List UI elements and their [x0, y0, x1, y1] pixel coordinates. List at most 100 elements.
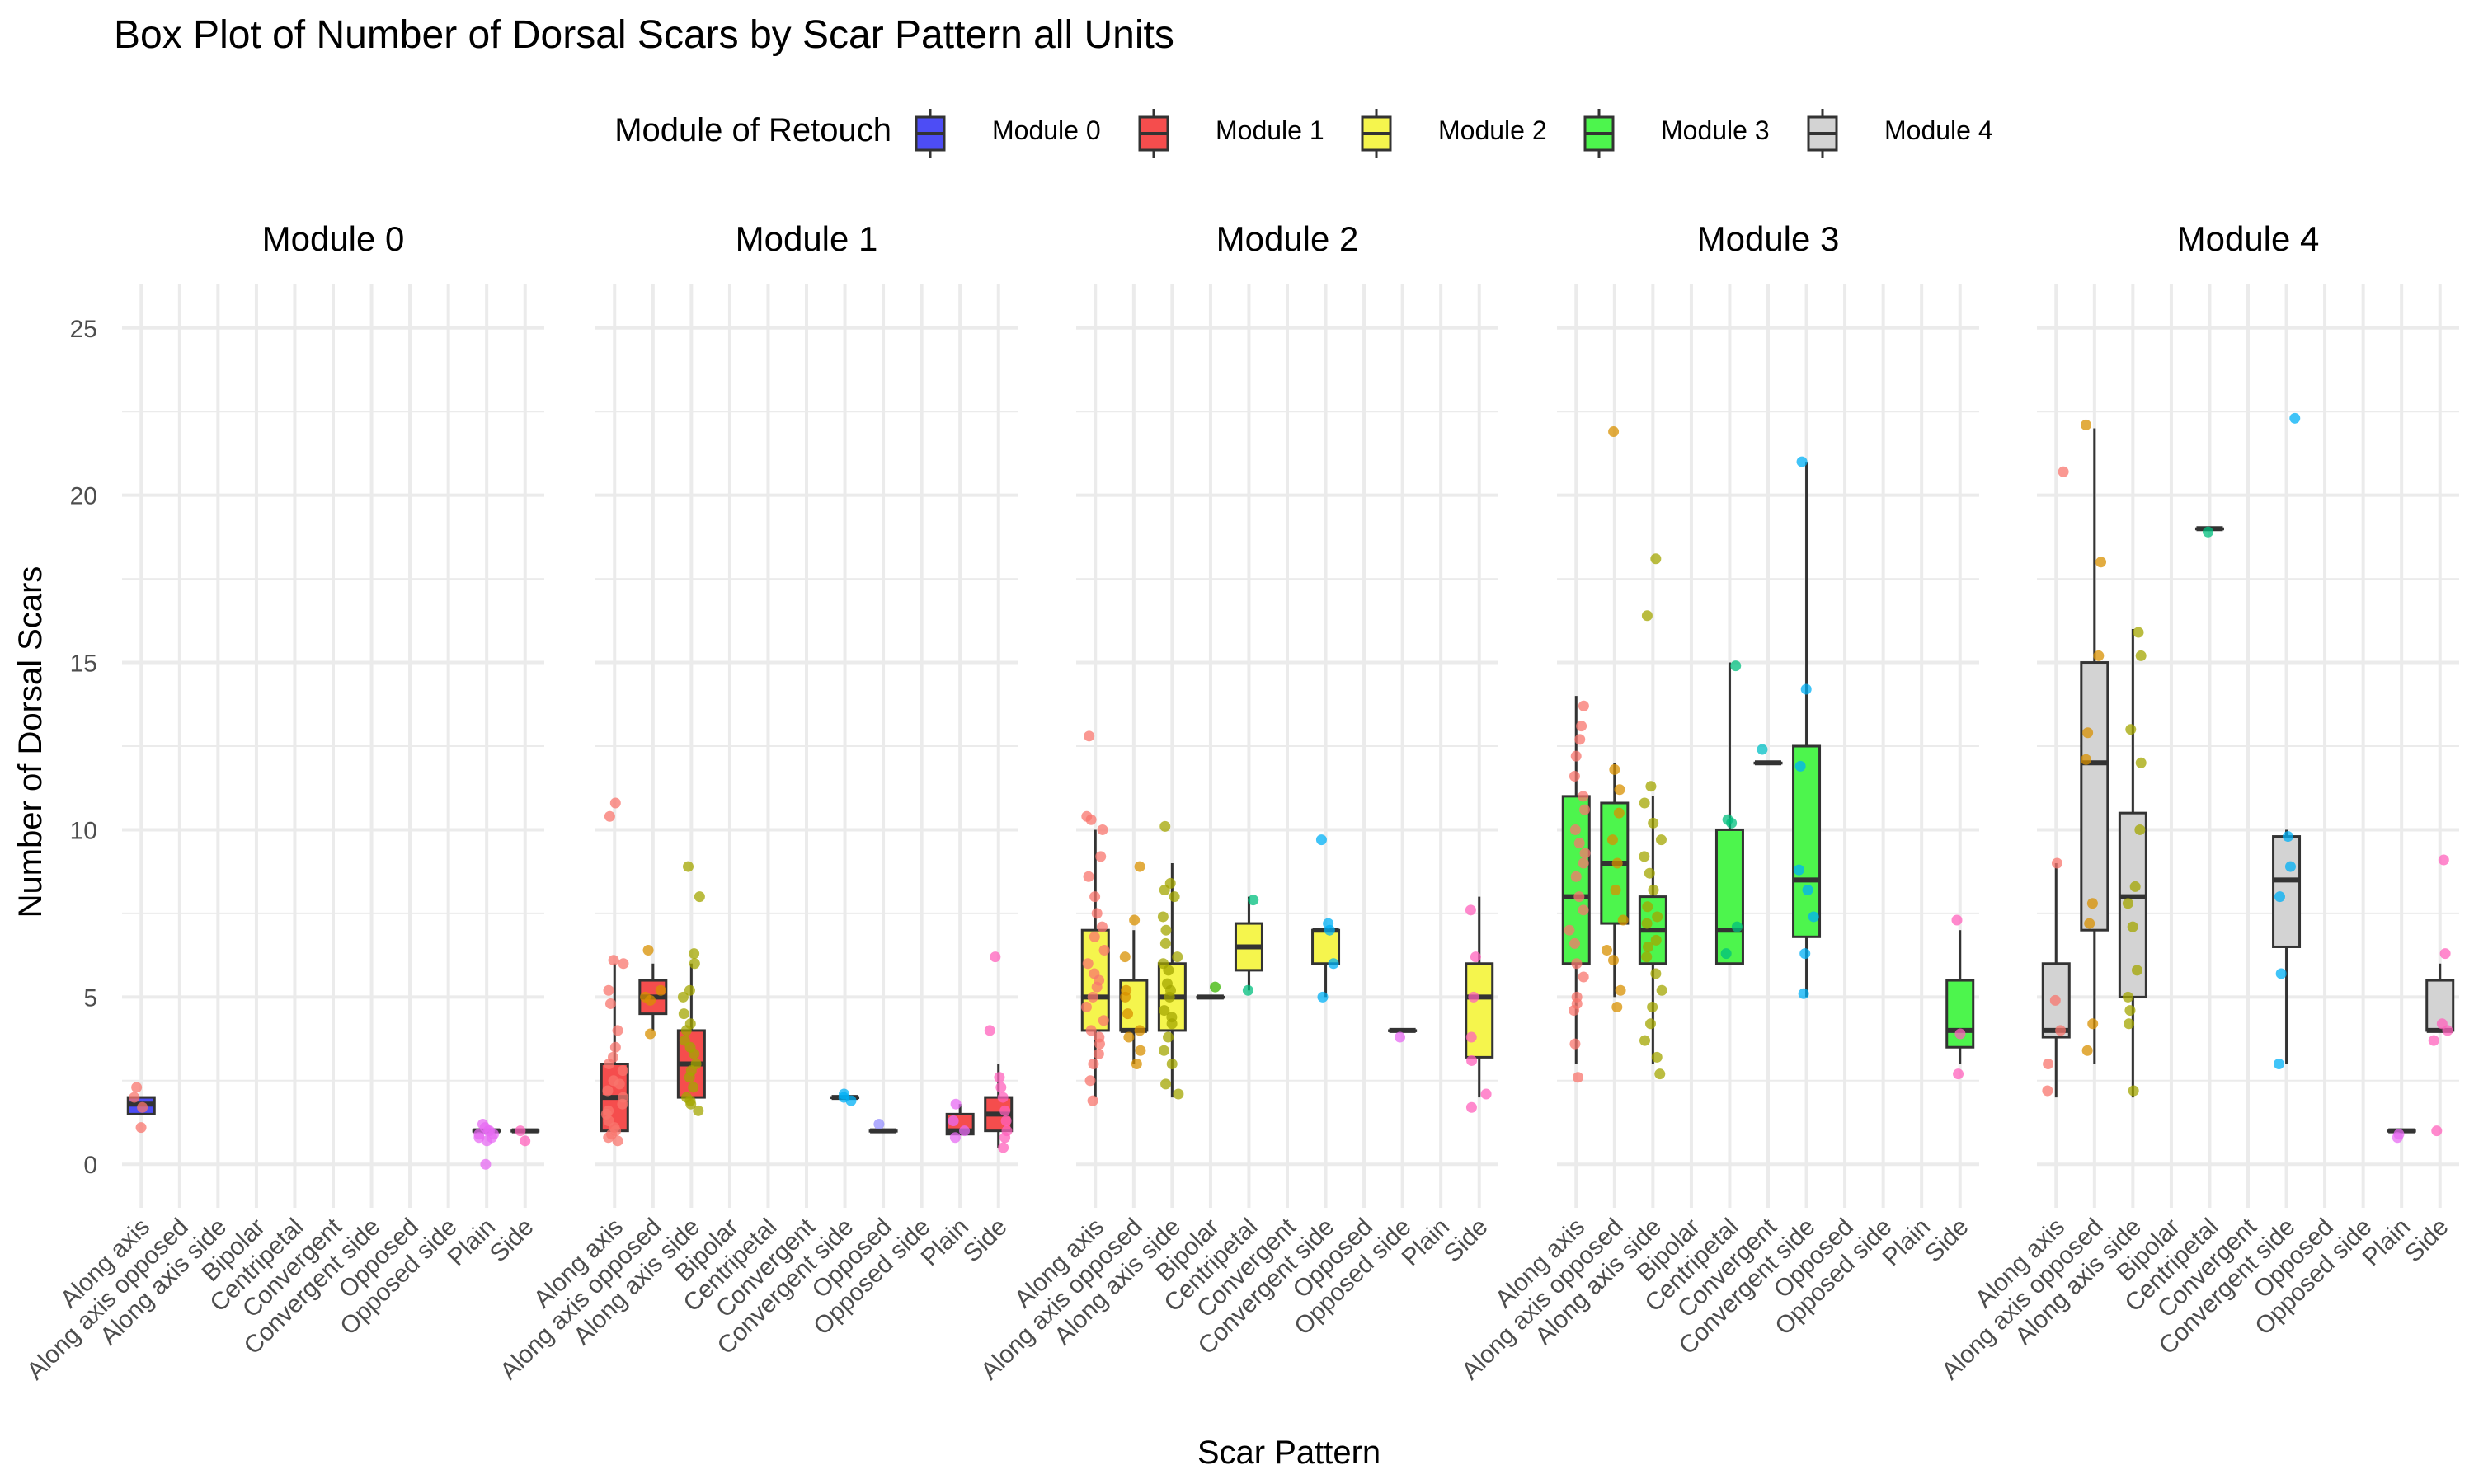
box-side [1945, 914, 1975, 1080]
data-point [1800, 683, 1812, 695]
legend-label: Module 0 [992, 115, 1101, 145]
data-point [998, 1142, 1009, 1153]
data-point [2082, 727, 2094, 739]
data-point [2135, 757, 2147, 768]
data-point [2128, 1085, 2139, 1097]
data-point [1642, 941, 1653, 952]
data-point [694, 891, 705, 903]
box-opposed [868, 1119, 898, 1134]
legend-label: Module 1 [1216, 115, 1324, 145]
data-point [1080, 1002, 1092, 1013]
data-point [2131, 965, 2142, 976]
data-point [2203, 526, 2214, 538]
box-along-axis-side [1157, 820, 1187, 1100]
data-point [1802, 884, 1813, 895]
data-point [1655, 834, 1667, 846]
data-point [1569, 771, 1580, 782]
box-iqr [2272, 835, 2302, 948]
data-point [2081, 1045, 2093, 1056]
box-plain [945, 1098, 975, 1144]
data-point [1173, 1088, 1184, 1100]
data-point [618, 958, 629, 970]
data-point [1091, 908, 1103, 919]
data-point [1085, 1025, 1097, 1036]
data-point [995, 1082, 1007, 1093]
data-point [1578, 791, 1589, 802]
data-point [617, 1065, 628, 1077]
data-point [1317, 991, 1329, 1003]
data-point [1576, 721, 1587, 732]
data-point [959, 1125, 971, 1137]
data-point [515, 1125, 526, 1137]
data-point [1730, 660, 1742, 672]
data-point [609, 1041, 621, 1053]
data-point [2127, 921, 2138, 932]
data-point [1601, 945, 1612, 956]
data-point [2043, 1059, 2054, 1070]
data-point [1468, 991, 1479, 1003]
data-point [1081, 810, 1093, 822]
data-point [2129, 881, 2141, 892]
box-convergent-side [830, 1088, 860, 1106]
data-point [1953, 1068, 1964, 1080]
data-point [609, 797, 621, 809]
data-point [999, 1105, 1011, 1116]
data-point [1159, 1045, 1170, 1056]
data-point [2122, 898, 2133, 909]
box-convergent-side [1792, 456, 1822, 999]
legend: Module 0 Module 1 Module 2 Module 3 Module 4 [915, 109, 1993, 158]
data-point [1573, 891, 1585, 903]
data-point [2284, 861, 2296, 872]
data-point [1096, 921, 1108, 932]
data-point [603, 1105, 614, 1116]
data-point [1574, 734, 1586, 745]
data-point [2431, 1125, 2443, 1137]
data-point [689, 948, 700, 960]
data-point [2393, 1129, 2405, 1140]
data-point [994, 1072, 1005, 1083]
data-point [2042, 1085, 2053, 1097]
box-plain [472, 1119, 501, 1170]
data-point [2124, 1018, 2135, 1030]
data-point [1571, 958, 1583, 970]
data-point [2093, 650, 2105, 661]
box-along-axis [1080, 730, 1110, 1106]
data-point [1579, 848, 1591, 859]
legend-item-module-2: Module 2 [1361, 109, 1547, 158]
y-tick-label: 20 [70, 483, 97, 510]
data-point [1122, 1008, 1134, 1020]
data-point [1094, 974, 1105, 986]
data-point [137, 1101, 148, 1113]
data-point [1569, 937, 1581, 949]
data-point [1611, 857, 1623, 869]
data-point [1796, 456, 1808, 467]
data-point [1131, 1059, 1142, 1070]
data-point [1001, 1125, 1013, 1137]
data-point [1158, 958, 1169, 970]
data-point [1614, 784, 1625, 796]
chart-title: Box Plot of Number of Dorsal Scars by Sc… [114, 13, 1174, 57]
box-along-axis-opposed [638, 945, 668, 1040]
data-point [1157, 911, 1169, 923]
data-point [1648, 884, 1659, 895]
data-point [1564, 924, 1575, 936]
data-point [1000, 1115, 1012, 1126]
panel-grid [1557, 284, 1979, 1208]
data-point [2080, 419, 2091, 430]
data-point [1639, 1035, 1651, 1046]
data-point [990, 951, 1001, 963]
data-point [1798, 988, 1809, 999]
box-convergent-side [1311, 834, 1341, 1003]
data-point [1652, 911, 1663, 923]
data-point [1641, 918, 1653, 929]
data-point [677, 991, 689, 1003]
box-side [984, 951, 1014, 1153]
data-point [1328, 958, 1339, 970]
y-tick-label: 10 [70, 817, 97, 844]
data-point [1089, 931, 1100, 942]
data-point [614, 1078, 625, 1090]
data-point [607, 1051, 618, 1063]
data-point [1323, 918, 1334, 929]
data-point [1610, 884, 1621, 895]
data-point [2086, 898, 2098, 909]
